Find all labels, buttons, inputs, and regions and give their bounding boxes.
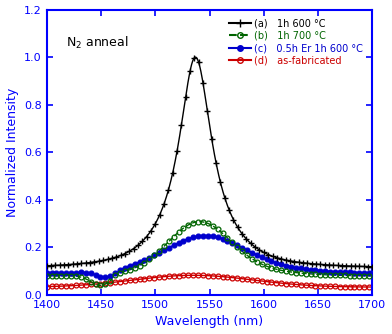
Text: N$_2$ anneal: N$_2$ anneal (66, 35, 129, 51)
X-axis label: Wavelength (nm): Wavelength (nm) (156, 315, 263, 328)
Legend: (a)   1h 600 °C, (b)   1h 700 °C, (c)   0.5h Er 1h 600 °C, (d)   as-fabricated: (a) 1h 600 °C, (b) 1h 700 °C, (c) 0.5h E… (228, 17, 364, 66)
Y-axis label: Normalized Intensity: Normalized Intensity (5, 88, 18, 217)
